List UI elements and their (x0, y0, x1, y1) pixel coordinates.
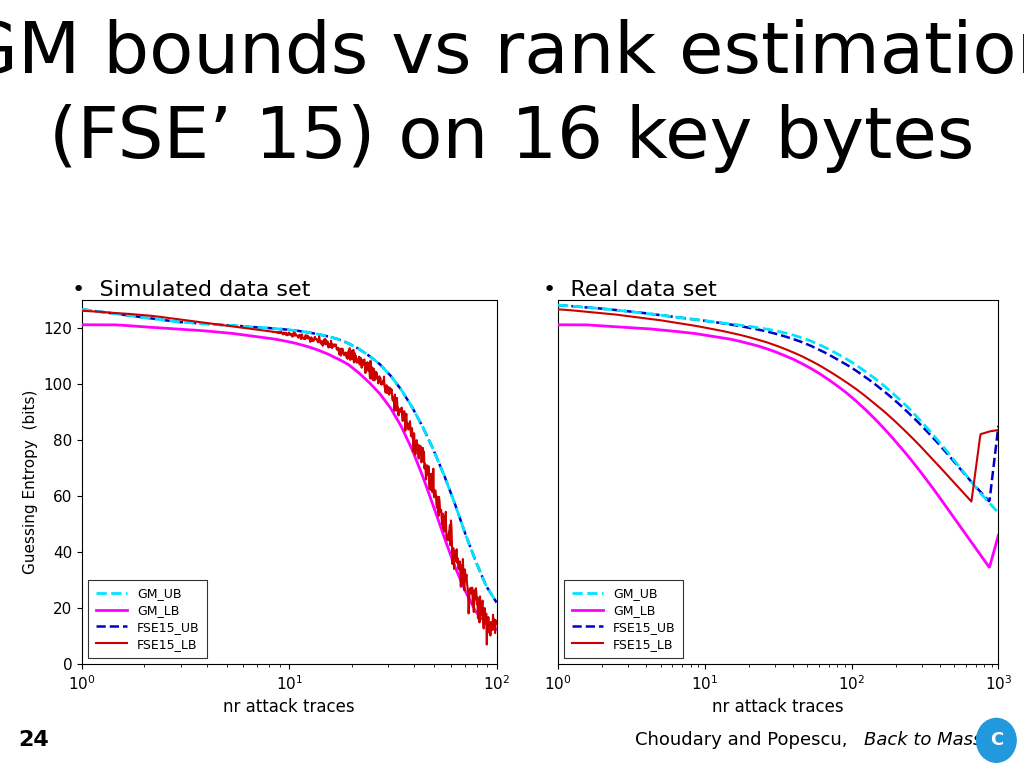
Text: Back to Massey: Back to Massey (864, 731, 1005, 750)
Text: •  Simulated data set: • Simulated data set (72, 280, 310, 300)
Text: •  Real data set: • Real data set (543, 280, 717, 300)
Legend: GM_UB, GM_LB, FSE15_UB, FSE15_LB: GM_UB, GM_LB, FSE15_UB, FSE15_LB (88, 580, 207, 658)
Text: (FSE’ 15) on 16 key bytes: (FSE’ 15) on 16 key bytes (49, 104, 975, 173)
Text: GM bounds vs rank estimation: GM bounds vs rank estimation (0, 19, 1024, 88)
X-axis label: nr attack traces: nr attack traces (713, 698, 844, 717)
X-axis label: nr attack traces: nr attack traces (223, 698, 355, 717)
Text: 24: 24 (18, 730, 49, 750)
Text: C: C (990, 731, 1002, 750)
Y-axis label: Guessing Entropy  (bits): Guessing Entropy (bits) (23, 389, 38, 574)
Legend: GM_UB, GM_LB, FSE15_UB, FSE15_LB: GM_UB, GM_LB, FSE15_UB, FSE15_LB (564, 580, 683, 658)
Circle shape (977, 718, 1016, 763)
Text: Choudary and Popescu,: Choudary and Popescu, (635, 731, 853, 750)
